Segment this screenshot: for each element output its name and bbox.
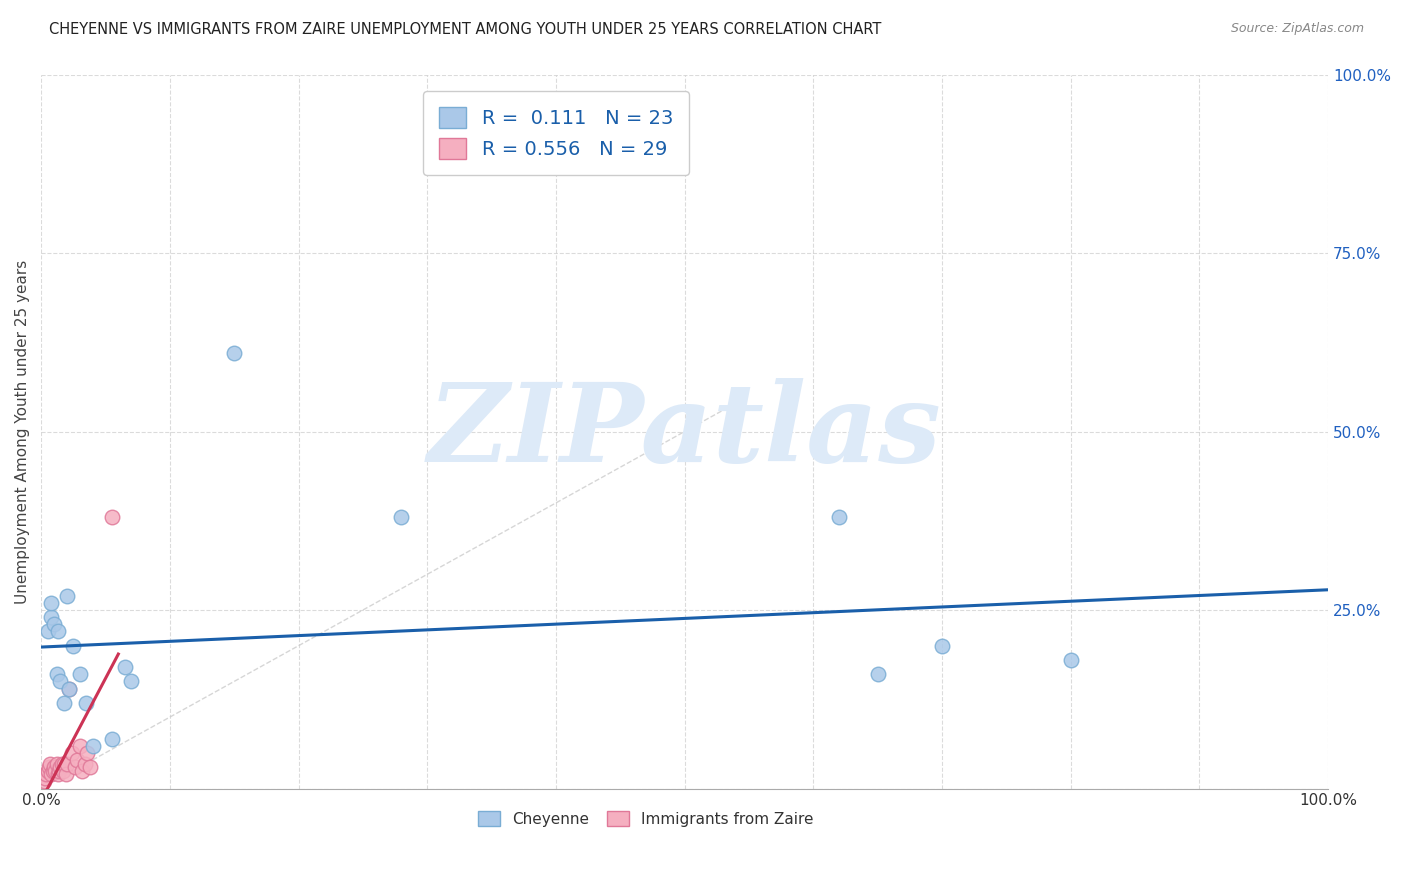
Point xyxy=(41,764,63,778)
Point xyxy=(82,739,104,753)
Point xyxy=(828,510,851,524)
Point xyxy=(79,760,101,774)
Point xyxy=(60,746,83,760)
Point xyxy=(37,764,59,778)
Point xyxy=(49,760,72,774)
Point xyxy=(46,624,69,639)
Point xyxy=(58,681,80,696)
Point xyxy=(120,674,142,689)
Point xyxy=(931,639,953,653)
Point xyxy=(44,764,66,778)
Point xyxy=(32,774,55,789)
Point xyxy=(56,756,79,771)
Point xyxy=(39,756,62,771)
Text: CHEYENNE VS IMMIGRANTS FROM ZAIRE UNEMPLOYMENT AMONG YOUTH UNDER 25 YEARS CORREL: CHEYENNE VS IMMIGRANTS FROM ZAIRE UNEMPL… xyxy=(49,22,882,37)
Point xyxy=(73,756,96,771)
Point xyxy=(1060,653,1083,667)
Point xyxy=(66,753,89,767)
Point xyxy=(42,760,65,774)
Point xyxy=(62,639,84,653)
Point xyxy=(35,767,58,781)
Point xyxy=(53,756,76,771)
Y-axis label: Unemployment Among Youth under 25 years: Unemployment Among Youth under 25 years xyxy=(15,260,30,604)
Point xyxy=(48,764,70,778)
Point xyxy=(38,760,60,774)
Point xyxy=(41,596,63,610)
Point xyxy=(52,764,75,778)
Point xyxy=(49,674,72,689)
Point xyxy=(34,771,56,785)
Point xyxy=(76,746,98,760)
Point xyxy=(53,696,76,710)
Point xyxy=(69,739,91,753)
Text: Source: ZipAtlas.com: Source: ZipAtlas.com xyxy=(1230,22,1364,36)
Point xyxy=(45,756,67,771)
Text: ZIPatlas: ZIPatlas xyxy=(427,378,942,485)
Point xyxy=(391,510,413,524)
Point xyxy=(75,696,97,710)
Point xyxy=(42,617,65,632)
Point xyxy=(55,767,77,781)
Point xyxy=(114,660,136,674)
Point xyxy=(72,764,94,778)
Point xyxy=(866,667,889,681)
Point xyxy=(63,760,86,774)
Point xyxy=(69,667,91,681)
Legend: Cheyenne, Immigrants from Zaire: Cheyenne, Immigrants from Zaire xyxy=(471,803,821,834)
Point xyxy=(101,510,124,524)
Point xyxy=(45,667,67,681)
Point xyxy=(41,767,63,781)
Point xyxy=(58,681,80,696)
Point xyxy=(51,756,73,771)
Point xyxy=(46,767,69,781)
Point xyxy=(224,346,246,360)
Point xyxy=(101,731,124,746)
Point xyxy=(56,589,79,603)
Point xyxy=(41,610,63,624)
Point xyxy=(37,624,59,639)
